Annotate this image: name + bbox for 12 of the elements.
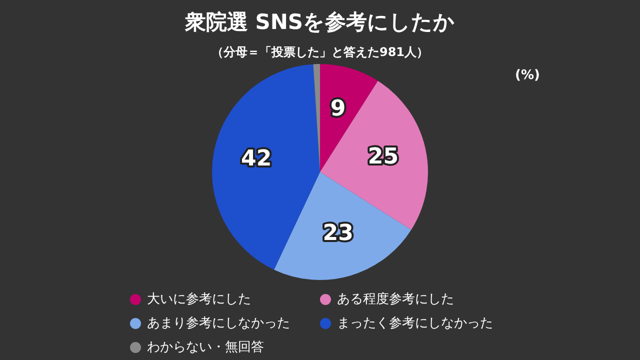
legend-label: わからない・無回答 <box>147 339 264 356</box>
text: (%) <box>515 68 540 83</box>
legend-label: まったく参考にしなかった <box>337 315 493 332</box>
chart-title: 衆院選 SNSを参考にしたか <box>184 9 456 36</box>
chart-subtitle: （分母＝「投票した」と答えた981人） <box>210 44 430 61</box>
data-label: 42 <box>241 146 272 172</box>
legend-label: あまり参考にしなかった <box>147 315 290 332</box>
legend-label: 大いに参考にした <box>147 291 251 308</box>
legend-label: ある程度参考にした <box>337 291 454 308</box>
data-label: 25 <box>368 144 399 170</box>
data-label: 9 <box>330 96 346 122</box>
data-label: 23 <box>322 220 354 246</box>
